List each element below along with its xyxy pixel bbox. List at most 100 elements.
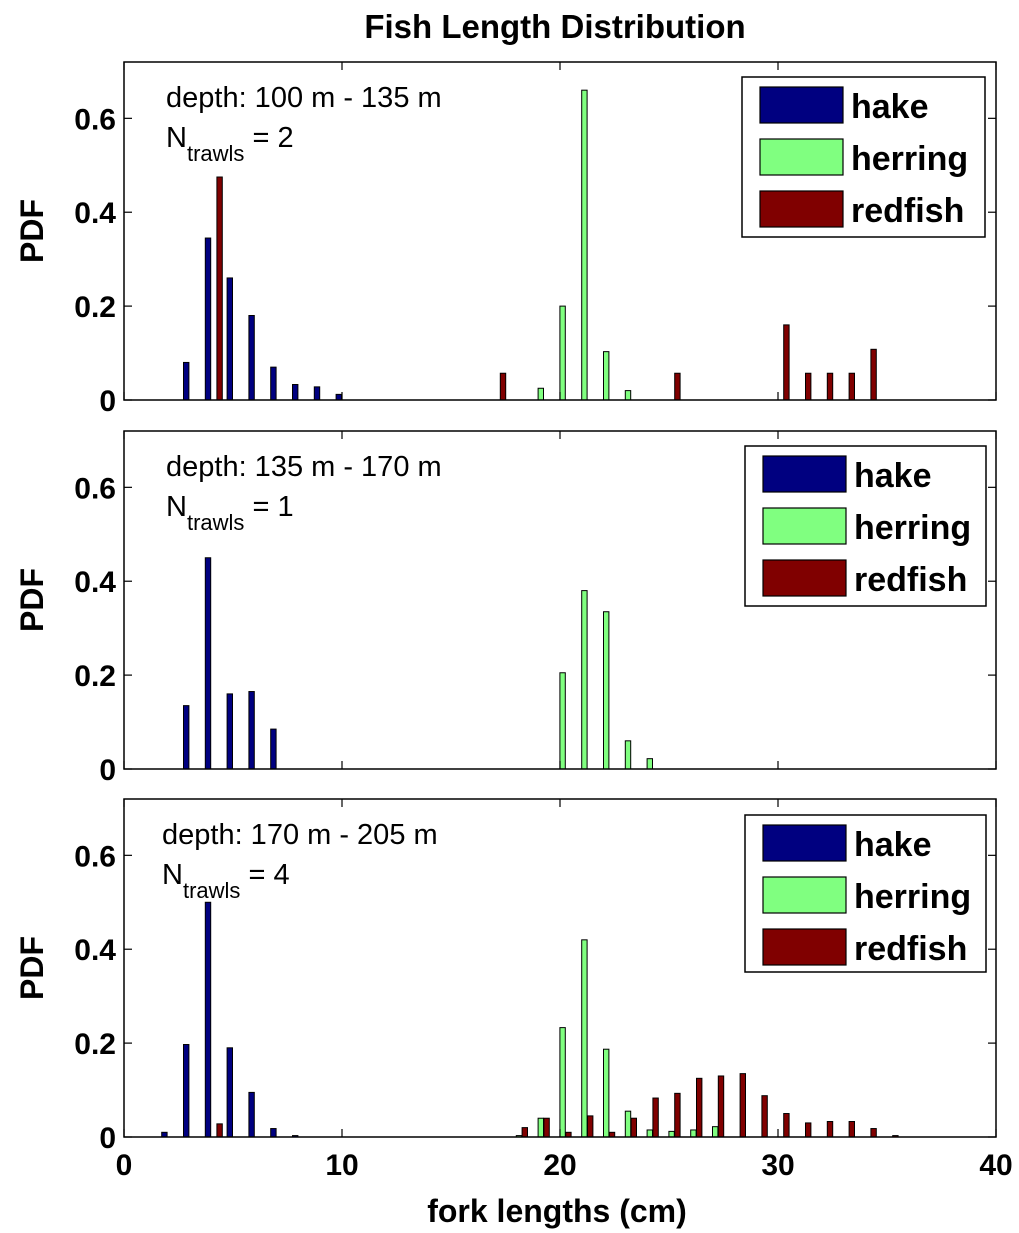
- bar-redfish: [826, 1121, 834, 1138]
- bar-herring: [603, 611, 610, 770]
- legend-label-redfish: redfish: [851, 192, 964, 230]
- bar-hake: [183, 361, 190, 401]
- bar-redfish: [805, 1122, 812, 1138]
- trawl-count-symbol: N: [166, 122, 187, 154]
- bar-hake: [248, 315, 255, 401]
- bar-hake: [226, 1047, 234, 1138]
- bar-hake: [292, 384, 299, 401]
- bar-redfish: [521, 1127, 528, 1138]
- y-axis-label: PDF: [14, 568, 50, 632]
- bar-redfish: [783, 324, 790, 401]
- bar-herring: [690, 1129, 697, 1138]
- legend-label-herring: herring: [854, 878, 971, 916]
- bar-hake: [204, 557, 212, 770]
- trawl-count-annotation: Ntrawls = 1: [166, 491, 294, 535]
- y-tick-label: 0: [99, 1122, 116, 1155]
- panel-1: 0 0.2 0.4 0.6 PDF depth: 100 m - 135 m Ntrawls…: [14, 61, 997, 418]
- bar-redfish: [499, 372, 507, 401]
- depth-annotation: depth: 170 m - 205 m: [162, 819, 438, 851]
- legend: hake herring redfish: [744, 445, 987, 607]
- trawl-count-symbol: N: [162, 859, 183, 891]
- legend-swatch-hake: [759, 86, 844, 124]
- bar-hake: [204, 237, 212, 401]
- bar-herring: [646, 758, 653, 770]
- y-axis-label: PDF: [14, 936, 50, 1000]
- depth-annotation: depth: 135 m - 170 m: [166, 451, 442, 483]
- trawl-count-annotation: Ntrawls = 2: [166, 122, 294, 166]
- bar-herring: [624, 1110, 632, 1138]
- y-axis-label: PDF: [14, 199, 50, 263]
- bar-redfish: [739, 1073, 746, 1138]
- bar-herring: [559, 672, 566, 770]
- bar-hake: [204, 901, 212, 1138]
- y-tick-label: 0.4: [74, 934, 116, 967]
- bar-herring: [581, 590, 588, 770]
- y-tick-label: 0.2: [74, 1028, 116, 1061]
- bar-hake: [270, 366, 277, 401]
- y-tick-label: 0.2: [74, 291, 116, 324]
- bar-redfish: [761, 1095, 768, 1138]
- bar-redfish: [630, 1117, 637, 1138]
- y-tick-label: 0: [99, 754, 116, 787]
- y-tick-label: 0.6: [74, 840, 116, 873]
- bar-redfish: [848, 1121, 855, 1138]
- bar-redfish: [848, 372, 855, 401]
- bar-redfish: [587, 1115, 594, 1138]
- legend-label-hake: hake: [854, 826, 932, 864]
- bar-redfish: [674, 1092, 681, 1138]
- trawl-count-subscript: trawls: [183, 878, 240, 903]
- trawl-count-value: = 4: [240, 859, 289, 891]
- x-axis-label: fork lengths (cm): [427, 1193, 687, 1229]
- legend-label-herring: herring: [851, 140, 968, 178]
- legend-swatch-hake: [762, 824, 847, 862]
- trawl-count-value: = 1: [244, 491, 293, 523]
- bar-redfish: [870, 1128, 877, 1138]
- bar-hake: [226, 277, 234, 401]
- legend-swatch-herring: [762, 507, 847, 545]
- bar-hake: [248, 1091, 255, 1138]
- legend-label-redfish: redfish: [854, 561, 967, 599]
- bar-herring: [559, 305, 566, 401]
- bar-redfish: [870, 348, 877, 401]
- y-tick-label: 0: [99, 385, 116, 418]
- y-tick-label: 0.4: [74, 197, 116, 230]
- trawl-count-annotation: Ntrawls = 4: [162, 859, 290, 903]
- legend-label-hake: hake: [851, 88, 929, 126]
- bar-herring: [712, 1126, 719, 1138]
- y-tick-label: 0.2: [74, 660, 116, 693]
- legend-swatch-herring: [762, 876, 847, 914]
- x-tick-label: 0: [116, 1149, 133, 1182]
- bar-hake: [270, 1128, 277, 1138]
- y-tick-label: 0.6: [74, 103, 116, 136]
- bar-redfish: [652, 1097, 659, 1138]
- bar-redfish: [783, 1113, 790, 1138]
- trawl-count-subscript: trawls: [187, 510, 244, 535]
- bar-redfish: [805, 372, 812, 401]
- x-tick-label: 30: [761, 1149, 794, 1182]
- bar-hake: [183, 705, 190, 770]
- bar-redfish: [216, 1123, 223, 1138]
- bar-redfish: [696, 1077, 703, 1138]
- legend-swatch-redfish: [762, 559, 847, 597]
- legend-label-herring: herring: [854, 509, 971, 547]
- panel-3: 0 10 20 30 40 0 0.2 0.4 0.6 PDF depth: 170 m - 205…: [14, 798, 1013, 1182]
- bar-herring: [537, 1117, 544, 1138]
- bar-redfish: [717, 1075, 725, 1138]
- bar-herring: [603, 1048, 610, 1138]
- y-tick-label: 0.6: [74, 472, 116, 505]
- legend-swatch-herring: [759, 138, 844, 176]
- bar-redfish: [543, 1117, 550, 1138]
- bar-hake: [335, 393, 343, 401]
- legend-swatch-hake: [762, 455, 847, 493]
- legend-label-redfish: redfish: [854, 930, 967, 968]
- legend-swatch-redfish: [759, 190, 844, 228]
- bar-redfish: [826, 372, 834, 401]
- trawl-count-subscript: trawls: [187, 141, 244, 166]
- legend-swatch-redfish: [762, 928, 847, 966]
- bar-hake: [183, 1044, 190, 1138]
- bar-hake: [313, 386, 321, 401]
- legend: hake herring redfish: [744, 814, 987, 973]
- bar-herring: [581, 939, 588, 1138]
- bar-herring: [668, 1130, 675, 1138]
